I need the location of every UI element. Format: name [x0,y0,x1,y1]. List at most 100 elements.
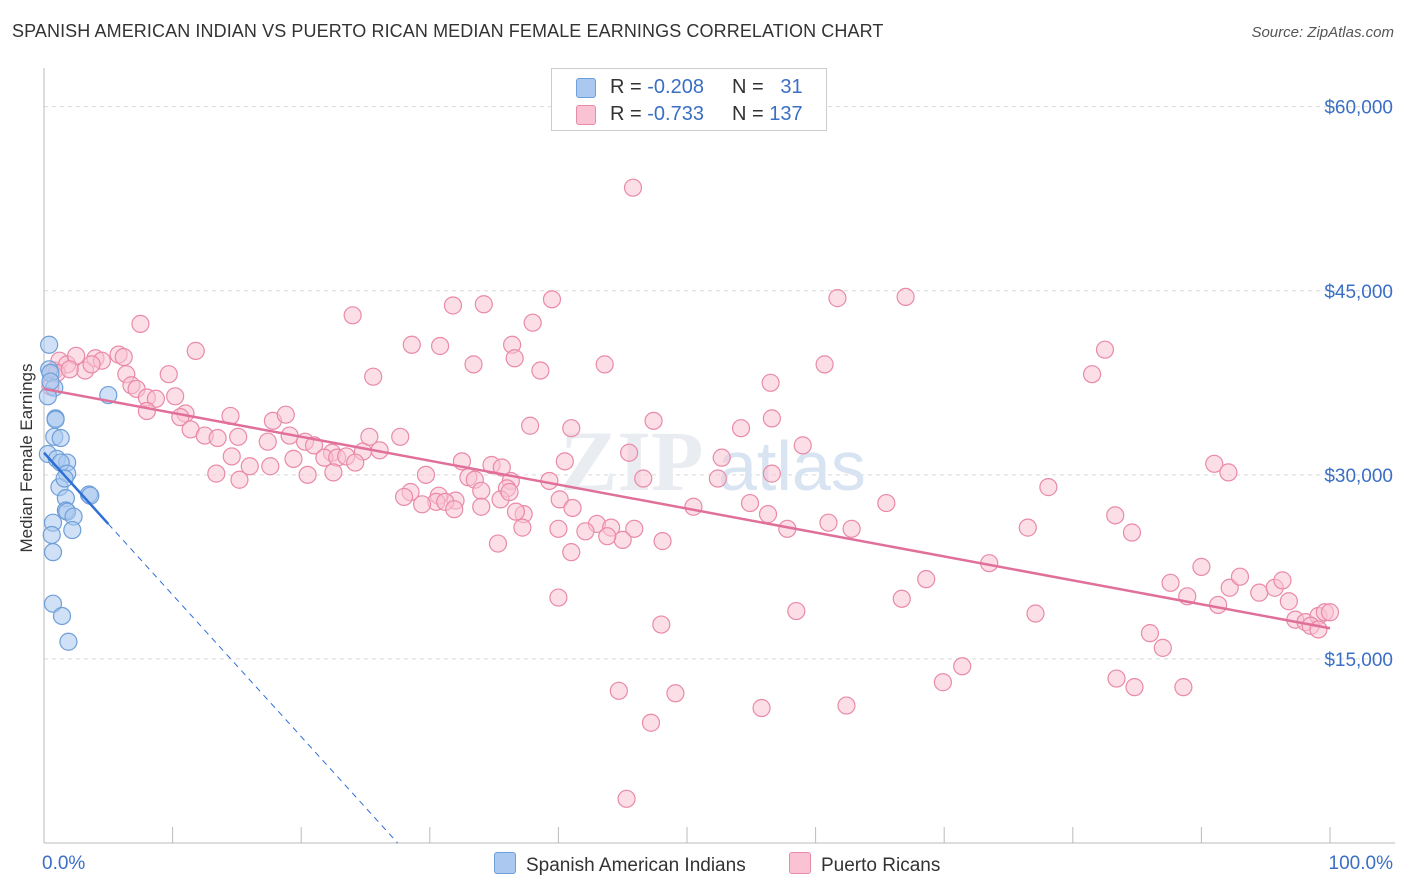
puerto-rican-point [1273,571,1292,590]
puerto-rican-point [598,527,617,546]
puerto-rican-point [1140,624,1160,643]
puerto-rican-point [613,530,632,549]
correlation-legend: R = -0.208 N = 31 R = -0.733 N = 137 [551,68,827,131]
puerto-rican-point [1122,523,1142,542]
spanish-american-indian-point [46,410,65,429]
puerto-rican-point [892,589,911,608]
spanish-american-indian-point [59,632,78,651]
puerto-rican-point [1209,595,1228,615]
puerto-rican-point [1161,573,1180,592]
puerto-rican-point [261,457,280,476]
puerto-rican-point [222,447,241,466]
spanish-american-indian-point [63,520,82,540]
legend-r-label: R = -0.208 [610,76,704,98]
puerto-rican-point [758,505,778,524]
puerto-rican-point [207,464,226,483]
puerto-rican-point [752,698,771,718]
puerto-rican-point [815,355,834,374]
puerto-rican-point [324,463,343,482]
puerto-rican-point [474,295,493,314]
puerto-rican-point [445,500,464,519]
puerto-rican-point [298,465,317,484]
legend-item-puerto-ricans[interactable]: Puerto Ricans [789,852,940,877]
legend-swatch-blue [494,852,516,874]
legend-r-value: -0.733 [647,103,704,125]
y-axis-title: Median Female Earnings [17,364,36,553]
puerto-rican-point [562,543,581,562]
axis-labels: $15,000 $30,000 $45,000 $60,000 0.0% 100.0% Me… [17,98,1393,874]
puerto-rican-point [712,448,731,467]
puerto-rican-point [523,313,542,332]
puerto-rican-point [114,347,133,367]
spanish-american-indians-trend-extension [107,523,399,844]
puerto-rican-point [159,365,178,384]
puerto-ricans-points [41,178,1340,808]
x-tick-label: 0.0% [42,853,85,874]
puerto-rican-point [1205,454,1224,473]
puerto-rican-point [1250,583,1269,602]
puerto-rican-point [276,405,295,424]
puerto-rican-point [364,367,383,386]
source-label: Source: ZipAtlas.com [1251,24,1394,41]
puerto-rican-point [1320,603,1340,622]
puerto-rican-point [634,469,653,488]
puerto-rican-point [563,498,582,518]
puerto-rican-point [488,534,508,553]
puerto-rican-point [492,458,511,477]
legend-n-label: N = 31 [732,76,803,98]
spanish-american-indians-trend-line [43,451,110,525]
legend-swatch-pink [789,852,811,874]
legend-item-spanish-american-indians[interactable]: Spanish American Indians [494,852,746,877]
puerto-rican-point [416,465,436,484]
legend-r-label: R = -0.733 [610,103,704,125]
puerto-rican-point [761,373,780,392]
y-tick-label: $60,000 [1324,98,1393,119]
puerto-rican-point [284,449,303,468]
puerto-rican-point [653,532,672,551]
puerto-rican-point [762,409,781,428]
puerto-rican-point [877,493,896,513]
puerto-rican-point [542,290,562,309]
spanish-american-indian-point [43,543,63,562]
puerto-rican-point [933,673,953,692]
puerto-rican-point [412,495,432,514]
puerto-rican-point [131,314,150,333]
spanish-american-indian-point [41,372,60,391]
puerto-rican-point [464,355,483,374]
chart-title: SPANISH AMERICAN INDIAN VS PUERTO RICAN … [12,21,884,41]
puerto-rican-point [555,452,574,471]
puerto-rican-point [60,360,79,379]
puerto-rican-point [896,287,915,306]
puerto-rican-point [531,361,550,380]
legend-row-spanish-american-indians: R = -0.208 N = 31 [552,74,826,100]
puerto-rican-point [346,453,365,472]
puerto-rican-point [666,684,685,703]
puerto-rican-point [1192,557,1211,576]
puerto-rican-point [1219,463,1238,482]
puerto-rican-point [258,432,277,451]
puerto-rican-point [837,696,856,715]
puerto-rican-point [828,289,847,308]
puerto-rican-point [793,436,812,455]
puerto-rican-point [731,419,751,438]
y-tick-label: $15,000 [1324,650,1393,671]
puerto-rican-point [652,615,671,634]
puerto-rican-point [240,457,259,476]
puerto-rican-point [641,713,661,732]
puerto-rican-point [1153,638,1172,657]
puerto-rican-point [620,443,639,462]
trend-lines [43,387,1331,844]
puerto-rican-point [1125,678,1144,697]
puerto-rican-point [740,493,760,513]
spanish-american-indian-point [51,428,70,448]
legend-label: Puerto Ricans [821,855,941,876]
puerto-rican-point [230,470,249,489]
puerto-rican-point [1095,340,1115,359]
legend-label: Spanish American Indians [526,855,746,876]
puerto-rican-point [391,427,410,446]
puerto-rican-point [208,428,227,448]
puerto-rican-point [917,570,936,589]
legend-n-value: 31 [780,76,803,98]
puerto-rican-point [1106,506,1125,525]
x-tick-label: 100.0% [1329,853,1394,874]
